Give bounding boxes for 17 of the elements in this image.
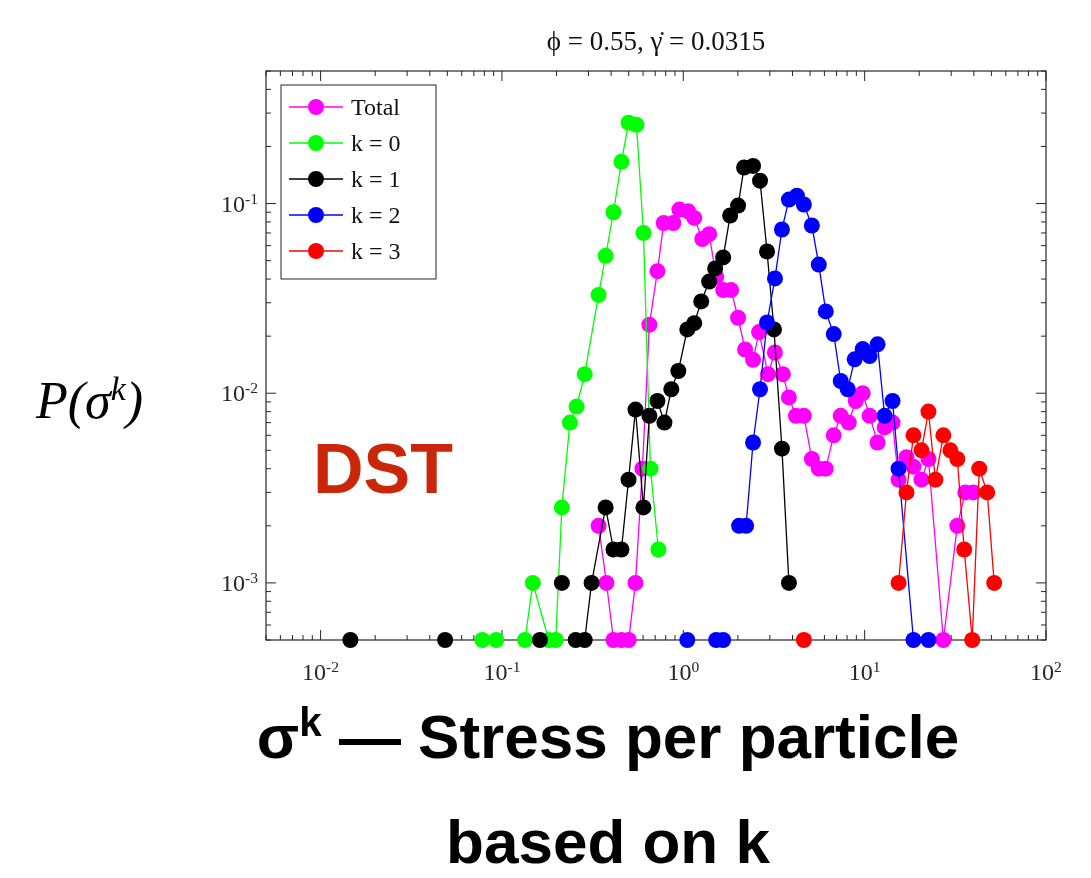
y-tick-label: 10$^{-1}$: [221, 189, 258, 217]
x-tick-label: 10$^{1}$: [848, 657, 881, 685]
legend-label: k = 2: [351, 202, 401, 228]
x-tick-label: 10$^{-2}$: [302, 657, 340, 685]
y-tick-label: 10$^{-3}$: [221, 568, 259, 596]
y-tick-label: 10$^{-2}$: [221, 378, 258, 407]
annotation: DST: [313, 430, 453, 508]
y-axis-title: P(σ$^{k}$): [35, 369, 144, 430]
x-tick-label: 10$^{0}$: [667, 657, 700, 685]
x-axis-title: σ$^{k}$ — Stress per particle based on k: [256, 699, 960, 876]
x-tick-label: 10$^{-1}$: [483, 657, 521, 685]
chart-title: ϕ = 0.55, γ̇ = 0.0315: [546, 26, 766, 56]
legend-label: k = 0: [351, 130, 401, 156]
legend-label: Total: [351, 94, 401, 120]
legend-label: k = 1: [351, 166, 401, 192]
legend-label: k = 3: [351, 238, 401, 264]
x-tick-label: 10$^{2}$: [1030, 657, 1062, 685]
